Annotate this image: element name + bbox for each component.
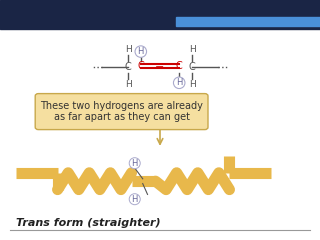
Text: C: C xyxy=(137,61,144,71)
Text: H: H xyxy=(124,80,132,90)
Bar xyxy=(176,17,320,26)
Text: Trans form (straighter): Trans form (straighter) xyxy=(16,218,161,228)
Text: =: = xyxy=(155,61,165,71)
Text: H: H xyxy=(188,45,196,54)
FancyBboxPatch shape xyxy=(35,94,208,130)
Bar xyxy=(0,0,320,29)
Text: C: C xyxy=(124,62,132,72)
Text: H: H xyxy=(132,195,138,204)
Text: H: H xyxy=(176,78,182,87)
Text: C: C xyxy=(188,62,196,72)
Text: H: H xyxy=(124,45,132,54)
Text: These two hydrogens are already
as far apart as they can get: These two hydrogens are already as far a… xyxy=(40,101,203,122)
Text: H: H xyxy=(132,159,138,168)
Text: H: H xyxy=(188,80,196,90)
Text: H: H xyxy=(138,47,144,56)
Text: C: C xyxy=(176,61,183,71)
